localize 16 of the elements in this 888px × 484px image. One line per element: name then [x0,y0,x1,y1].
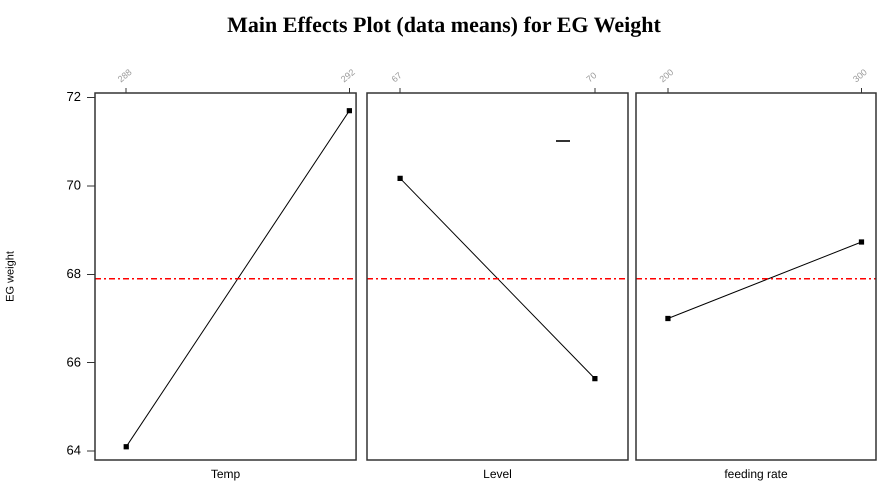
y-tick-label: 66 [66,354,81,370]
y-tick-label: 68 [66,266,81,281]
text: Main Effects Plot (data means) for EG Weight [226,12,662,38]
x-tick-label: 292 [338,66,357,84]
y-tick-label: 72 [66,89,81,104]
x-tick-label: 200 [657,66,676,84]
y-axis-title: EG weight [4,251,17,302]
y-tick-label: 70 [66,177,81,192]
x-tick-label: 300 [850,66,869,84]
x-tick-label: 70 [584,70,598,84]
x-tick-label: 288 [116,66,134,84]
y-tick-label: 64 [66,442,81,458]
x-axis-title: feeding rate [724,467,788,482]
x-tick-label: 67 [390,70,404,84]
x-axis-title: Temp [210,467,241,482]
x-axis-title: Level [483,467,512,482]
